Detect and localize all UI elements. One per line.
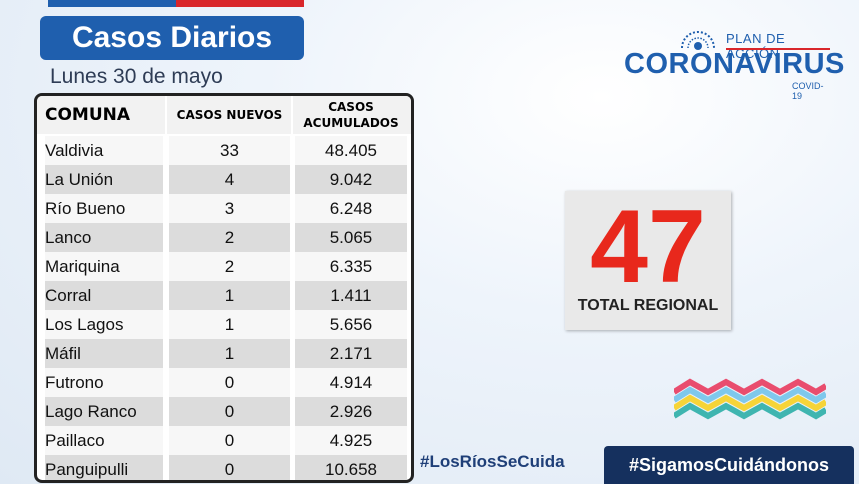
table-row: Río Bueno 3 6.248 — [37, 194, 411, 223]
casos-nuevos-cell: 0 — [169, 397, 290, 426]
table-row: Paillaco 0 4.925 — [37, 426, 411, 455]
casos-nuevos-cell: 2 — [169, 252, 290, 281]
comuna-cell: Mariquina — [45, 252, 163, 281]
table-row: La Unión 4 9.042 — [37, 165, 411, 194]
top-flag-bar — [48, 0, 304, 7]
table-row: Máfil 1 2.171 — [37, 339, 411, 368]
table-row: Futrono 0 4.914 — [37, 368, 411, 397]
casos-acumulados-cell: 48.405 — [295, 136, 407, 165]
flag-red-stripe — [176, 0, 304, 7]
casos-acumulados-cell: 9.042 — [295, 165, 407, 194]
table-row: Los Lagos 1 5.656 — [37, 310, 411, 339]
comuna-cell: Lago Ranco — [45, 397, 163, 426]
casos-nuevos-cell: 1 — [169, 310, 290, 339]
casos-nuevos-cell: 0 — [169, 368, 290, 397]
casos-nuevos-cell: 1 — [169, 281, 290, 310]
hashtag-los-rios: #LosRíosSeCuida — [420, 452, 565, 471]
casos-acumulados-cell: 10.658 — [295, 455, 407, 480]
comuna-cell: Paillaco — [45, 426, 163, 455]
logo-divider — [726, 48, 830, 50]
total-regional-card: 47 TOTAL REGIONAL — [565, 191, 731, 330]
report-date: Lunes 30 de mayo — [50, 65, 223, 88]
casos-acumulados-cell: 4.914 — [295, 368, 407, 397]
casos-nuevos-cell: 4 — [169, 165, 290, 194]
casos-acumulados-cell: 4.925 — [295, 426, 407, 455]
table-row: Corral 1 1.411 — [37, 281, 411, 310]
comuna-cell: Corral — [45, 281, 163, 310]
table-row: Mariquina 2 6.335 — [37, 252, 411, 281]
total-label: TOTAL REGIONAL — [577, 297, 719, 314]
column-divider — [165, 96, 167, 480]
casos-acumulados-cell: 5.065 — [295, 223, 407, 252]
comuna-cell: Río Bueno — [45, 194, 163, 223]
casos-nuevos-cell: 0 — [169, 426, 290, 455]
coronavirus-logo: PLAN DE ACCIÓN CORONAVIRUS COVID-19 — [622, 26, 844, 101]
government-seal-icon — [681, 31, 715, 50]
casos-acumulados-cell: 5.656 — [295, 310, 407, 339]
comuna-cell: Los Lagos — [45, 310, 163, 339]
comuna-cell: Máfil — [45, 339, 163, 368]
comuna-cell: Panguipulli — [45, 455, 163, 480]
table-row: Lago Ranco 0 2.926 — [37, 397, 411, 426]
regional-wave-icon — [674, 378, 826, 420]
logo-brand-text: CORONAVIRUS — [624, 48, 845, 80]
casos-acumulados-cell: 6.335 — [295, 252, 407, 281]
header-acumulados-line2: ACUMULADOS — [303, 116, 399, 130]
casos-nuevos-cell: 1 — [169, 339, 290, 368]
header-comuna: COMUNA — [45, 105, 131, 125]
casos-nuevos-cell: 0 — [169, 455, 290, 480]
casos-nuevos-cell: 33 — [169, 136, 290, 165]
comuna-cell: Futrono — [45, 368, 163, 397]
table-row: Panguipulli 0 10.658 — [37, 455, 411, 480]
total-value: 47 — [590, 189, 706, 305]
comuna-cell: Lanco — [45, 223, 163, 252]
casos-nuevos-cell: 3 — [169, 194, 290, 223]
casos-nuevos-cell: 2 — [169, 223, 290, 252]
table-row: Valdivia 33 48.405 — [37, 136, 411, 165]
flag-blue-stripe — [48, 0, 176, 7]
header-casos-nuevos: CASOS NUEVOS — [176, 108, 283, 122]
logo-sub-text: COVID-19 — [792, 81, 824, 101]
table-header-row: COMUNA CASOS NUEVOS CASOS ACUMULADOS — [37, 96, 411, 134]
comuna-cell: La Unión — [45, 165, 163, 194]
comuna-cell: Valdivia — [45, 136, 163, 165]
casos-acumulados-cell: 1.411 — [295, 281, 407, 310]
casos-acumulados-cell: 2.171 — [295, 339, 407, 368]
casos-acumulados-cell: 2.926 — [295, 397, 407, 426]
header-casos-acumulados: CASOS ACUMULADOS — [295, 99, 407, 133]
cases-table: COMUNA CASOS NUEVOS CASOS ACUMULADOS Val… — [34, 93, 414, 483]
table-row: Lanco 2 5.065 — [37, 223, 411, 252]
hashtag-sigamos: #SigamosCuidándonos — [604, 446, 854, 484]
column-divider — [291, 96, 293, 480]
header-acumulados-line1: CASOS — [328, 100, 374, 114]
casos-acumulados-cell: 6.248 — [295, 194, 407, 223]
page-title: Casos Diarios — [40, 16, 304, 60]
